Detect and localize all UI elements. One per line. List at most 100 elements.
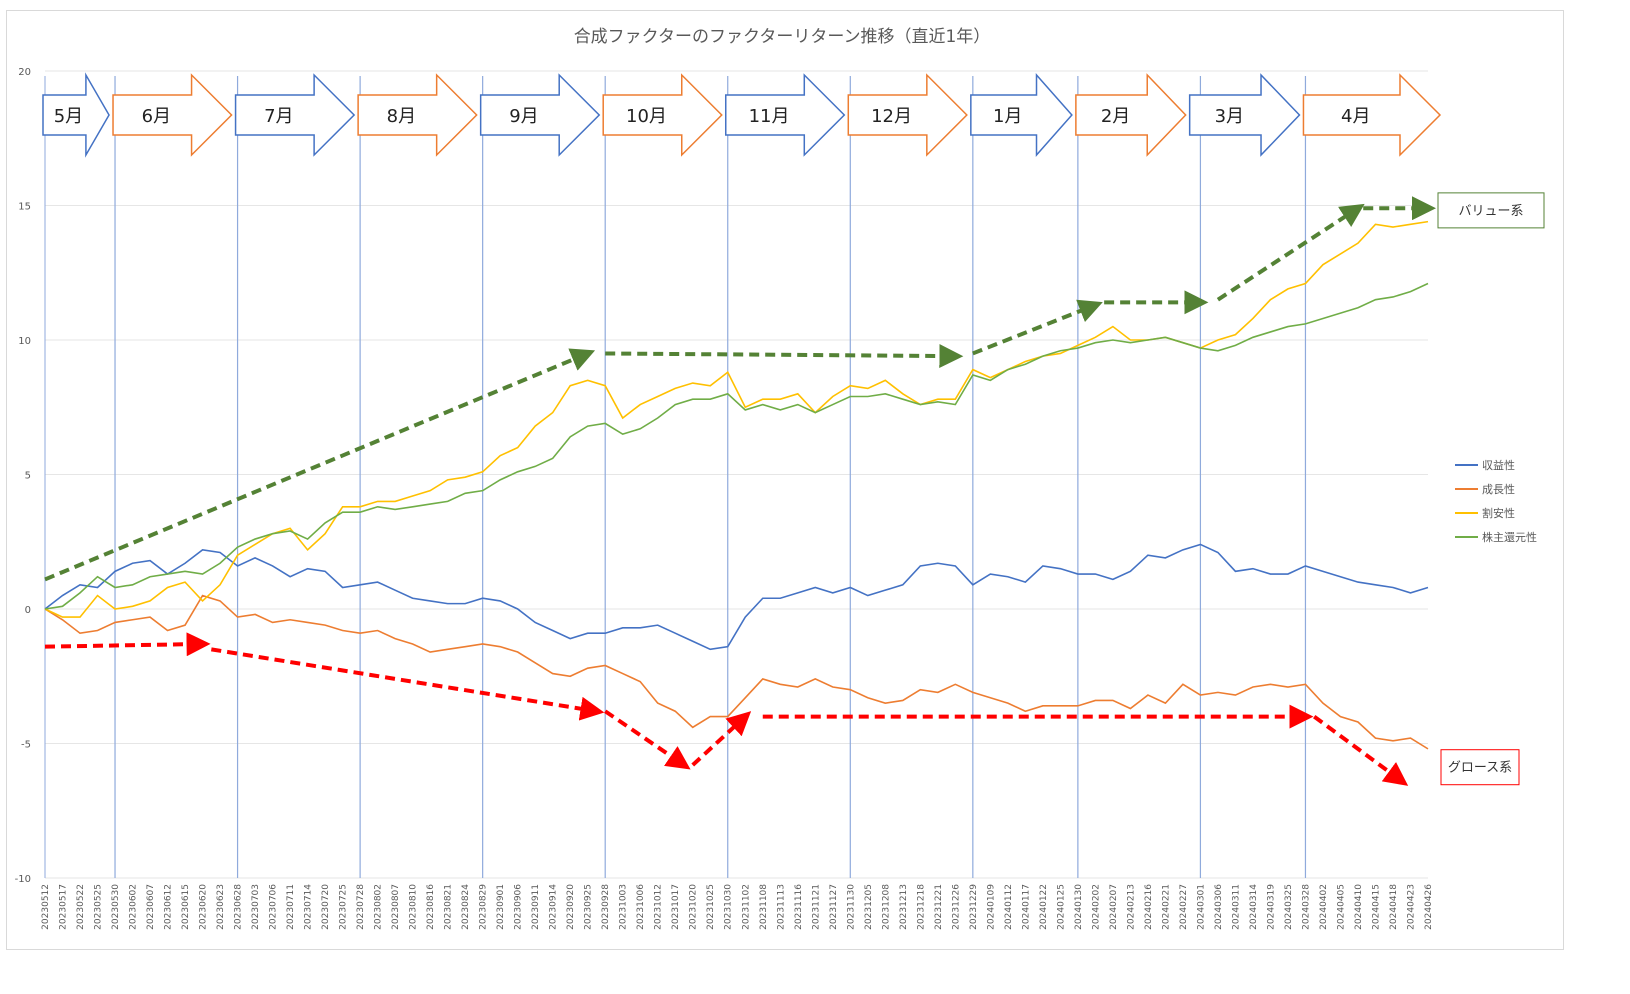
x-tick-label: 20230628 — [234, 884, 244, 930]
x-tick-label: 20230607 — [146, 884, 156, 930]
x-tick-label: 20230816 — [426, 884, 436, 930]
legend-label: 収益性 — [1482, 458, 1515, 472]
month-arrow-label: 11月 — [749, 106, 790, 127]
x-tick-label: 20230512 — [41, 884, 51, 930]
month-arrow-label: 9月 — [509, 106, 538, 127]
x-tick-label: 20240112 — [1004, 884, 1014, 930]
x-tick-label: 20231205 — [864, 884, 874, 930]
month-arrow-label: 4月 — [1341, 106, 1370, 127]
trend-arrow — [1216, 203, 1365, 302]
x-tick-label: 20230829 — [479, 884, 489, 930]
x-tick-label: 20230911 — [531, 884, 541, 930]
x-tick-label: 20240202 — [1091, 884, 1101, 930]
month-arrow-label: 12月 — [871, 106, 912, 127]
month-arrow-label: 8月 — [387, 106, 416, 127]
y-tick-label: 10 — [18, 336, 31, 347]
x-tick-label: 20240402 — [1319, 884, 1329, 930]
month-arrow — [970, 73, 1073, 157]
x-tick-label: 20230920 — [566, 884, 576, 930]
x-tick-label: 20231030 — [724, 884, 734, 930]
x-tick-label: 20240125 — [1056, 884, 1066, 930]
month-arrow-label: 5月 — [54, 106, 83, 127]
x-tick-label: 20230824 — [461, 884, 471, 930]
x-tick-label: 20240423 — [1406, 884, 1416, 930]
month-arrow — [1302, 73, 1442, 157]
x-tick-label: 20240207 — [1109, 884, 1119, 930]
y-tick-label: 15 — [18, 202, 31, 213]
trend-arrow — [210, 647, 605, 721]
x-tick-label: 20240314 — [1249, 884, 1259, 930]
x-tick-label: 20231213 — [899, 884, 909, 930]
month-arrow-label: 7月 — [264, 106, 293, 127]
x-tick-label: 20240227 — [1179, 884, 1189, 930]
trend-arrow — [972, 299, 1103, 356]
x-tick-label: 20240405 — [1336, 884, 1346, 930]
x-tick-label: 20230802 — [374, 884, 384, 930]
x-tick-label: 20231113 — [776, 884, 786, 930]
trend-arrow — [605, 344, 964, 369]
month-arrow-label: 2月 — [1101, 106, 1130, 127]
x-tick-label: 20240328 — [1301, 884, 1311, 930]
chart-title: 合成ファクターのファクターリターン推移（直近1年） — [574, 27, 991, 47]
trend-arrow — [1313, 714, 1409, 786]
x-tick-label: 20240426 — [1424, 884, 1434, 930]
x-tick-label: 20231130 — [846, 884, 856, 930]
x-tick-label: 20230807 — [391, 884, 401, 930]
x-tick-label: 20231102 — [741, 884, 751, 930]
x-tick-label: 20231218 — [916, 884, 926, 930]
month-arrow — [847, 73, 968, 157]
x-tick-label: 20230620 — [199, 884, 209, 930]
series-line-0 — [44, 543, 1429, 651]
x-tick-label: 20231116 — [794, 884, 804, 930]
x-tick-label: 20230602 — [129, 884, 139, 930]
x-tick-label: 20230821 — [444, 884, 454, 930]
x-tick-label: 20240311 — [1231, 884, 1241, 930]
month-arrow — [602, 73, 723, 157]
x-tick-label: 20231108 — [759, 884, 769, 930]
x-tick-label: 20231003 — [619, 884, 629, 930]
x-tick-label: 20230706 — [269, 884, 279, 930]
x-tick-label: 20231127 — [829, 884, 839, 930]
month-arrow-label: 3月 — [1215, 106, 1244, 127]
x-tick-label: 20240213 — [1126, 884, 1136, 930]
x-tick-label: 20230522 — [76, 884, 86, 930]
x-tick-label: 20231017 — [671, 884, 681, 930]
x-tick-label: 20230725 — [339, 884, 349, 930]
x-tick-label: 20240109 — [986, 884, 996, 930]
x-tick-label: 20231012 — [654, 884, 664, 930]
x-tick-label: 20231221 — [934, 884, 944, 930]
x-tick-label: 20240221 — [1161, 884, 1171, 930]
x-tick-label: 20231025 — [706, 884, 716, 930]
x-tick-label: 20231229 — [969, 884, 979, 930]
trend-label-box — [1440, 749, 1520, 786]
series-line-1 — [44, 594, 1429, 750]
x-tick-label: 20231020 — [689, 884, 699, 930]
x-tick-label: 20230720 — [321, 884, 331, 930]
month-arrow — [112, 73, 233, 157]
month-arrow — [479, 73, 601, 157]
x-tick-label: 20230703 — [251, 884, 261, 930]
x-tick-label: 20231208 — [881, 884, 891, 930]
x-tick-label: 20240319 — [1266, 884, 1276, 930]
x-tick-label: 20240301 — [1196, 884, 1206, 930]
trend-label-box — [1437, 192, 1545, 229]
x-tick-label: 20240306 — [1214, 884, 1224, 930]
y-tick-label: -5 — [21, 740, 31, 751]
x-tick-label: 20231226 — [951, 884, 961, 930]
trend-arrow — [604, 709, 691, 770]
x-tick-label: 20240130 — [1074, 884, 1084, 930]
month-arrow-label: 1月 — [993, 106, 1022, 127]
month-arrow — [724, 73, 846, 157]
y-tick-label: 20 — [18, 67, 31, 78]
y-tick-label: -10 — [15, 874, 31, 885]
month-arrow — [357, 73, 478, 157]
chart-frame — [6, 10, 1564, 950]
series-line-3 — [44, 282, 1429, 610]
x-tick-label: 20230517 — [59, 884, 69, 930]
legend-label: 株主還元性 — [1482, 530, 1537, 544]
month-arrow — [1188, 73, 1301, 157]
x-tick-label: 20240418 — [1389, 884, 1399, 930]
month-arrow-label: 6月 — [142, 106, 171, 127]
x-tick-label: 20230925 — [584, 884, 594, 930]
